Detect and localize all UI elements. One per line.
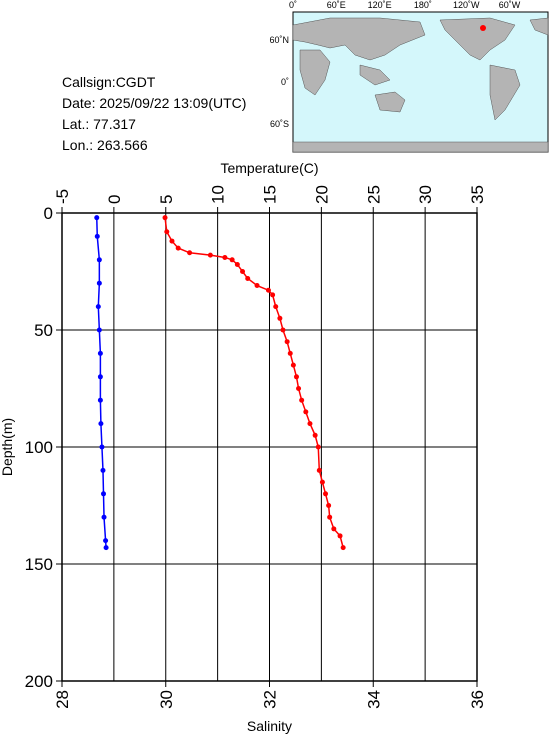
x2-axis-label: Temperature(C): [220, 160, 318, 176]
profile-point: [100, 467, 106, 473]
map-land: [292, 17, 549, 153]
profile-point: [99, 444, 105, 450]
profile-point: [296, 386, 302, 391]
profile-point: [303, 409, 309, 415]
y-tick-label: 50: [34, 321, 53, 340]
profile-point: [240, 269, 246, 274]
profile-point: [101, 491, 106, 497]
y-axis-label: Depth(m): [0, 418, 15, 476]
profile-point: [327, 514, 333, 520]
map-lon-label: 60˚W: [499, 0, 521, 10]
x2-tick-label: 35: [468, 185, 487, 204]
profile-point: [273, 304, 279, 310]
profile-point: [316, 467, 322, 473]
profile-point: [94, 233, 100, 239]
map-lon-label: 0˚: [289, 0, 297, 10]
profile-point: [94, 215, 100, 221]
profile-point: [265, 287, 271, 293]
x-axis-label: Salinity: [247, 718, 292, 734]
profile-point: [96, 280, 102, 286]
date: Date: 2025/09/22 13:09(UTC): [62, 95, 246, 111]
station-marker: [480, 25, 486, 31]
profile-point: [103, 545, 109, 551]
profile-point: [299, 397, 305, 403]
map-labels: 0˚ 60˚E 120˚E 180˚ 120˚W 60˚W 60˚N 0˚ 60˚S: [269, 0, 520, 129]
profile-point: [97, 374, 103, 380]
profile-point: [331, 526, 337, 532]
profile-point: [96, 327, 102, 333]
profile-point: [284, 339, 290, 345]
profile-point: [97, 350, 103, 356]
profile-point: [340, 545, 346, 551]
y-tick-label: 200: [25, 672, 53, 691]
profile-point: [234, 261, 240, 267]
profile-point: [95, 304, 101, 310]
profile-point: [287, 350, 293, 356]
profile-point: [270, 292, 276, 298]
longitude: Lon.: 263.566: [62, 137, 148, 153]
profile-point: [207, 252, 213, 258]
profile-point: [98, 421, 104, 427]
map-lon-label: 180˚: [414, 0, 432, 10]
profile-point: [337, 533, 343, 539]
profile-point: [326, 503, 332, 508]
profile-point: [277, 315, 283, 321]
profile-point: [245, 276, 251, 282]
profile-point: [97, 397, 103, 403]
x2-tick-label: 0: [105, 195, 124, 204]
map: 0˚ 60˚E 120˚E 180˚ 120˚W 60˚W 60˚N 0˚ 60˚S: [269, 0, 549, 153]
x-tick-label: 32: [261, 690, 280, 709]
x2-tick-label: 30: [416, 185, 435, 204]
callsign: Callsign:CGDT: [62, 74, 156, 90]
map-lon-label: 60˚E: [327, 0, 346, 10]
x-tick-label: 34: [364, 690, 383, 709]
map-lat-label: 60˚N: [269, 35, 289, 45]
profile-point: [169, 238, 175, 244]
profile-point: [312, 432, 318, 438]
profile-point: [101, 514, 107, 520]
profile-point: [254, 283, 260, 289]
profile-line: [164, 217, 344, 548]
profile-point: [96, 257, 102, 263]
x2-tick-label: -5: [53, 189, 72, 204]
x2-tick-label: 10: [209, 185, 228, 204]
profile-point: [162, 215, 168, 221]
x2-tick-label: 5: [157, 195, 176, 204]
y-tick-label: 0: [44, 204, 53, 223]
profile-point: [315, 444, 321, 450]
profile-point: [187, 250, 193, 256]
profile-point: [293, 374, 299, 380]
map-lon-label: 120˚W: [453, 0, 480, 10]
profile-point: [175, 245, 181, 251]
map-lon-label: 120˚E: [368, 0, 392, 10]
profile-point: [290, 362, 296, 368]
map-lat-label: 0˚: [281, 77, 289, 87]
x-tick-label: 28: [53, 690, 72, 709]
x2-tick-label: 20: [312, 185, 331, 204]
profile-point: [229, 257, 235, 263]
x-tick-label: 36: [468, 690, 487, 709]
x2-tick-label: 25: [364, 185, 383, 204]
profile-point: [280, 327, 286, 333]
x2-tick-label: 15: [261, 185, 280, 204]
y-tick-label: 150: [25, 555, 53, 574]
profile-point: [307, 421, 313, 427]
x-tick-label: 30: [157, 690, 176, 709]
profile-point: [319, 479, 325, 485]
profile-point: [103, 538, 109, 544]
profile-point: [323, 491, 329, 497]
profile-point: [222, 254, 228, 260]
y-tick-label: 100: [25, 438, 53, 457]
map-lat-label: 60˚S: [270, 119, 289, 129]
latitude: Lat.: 77.317: [62, 116, 136, 132]
profile-line: [96, 217, 107, 548]
profile-point: [164, 229, 170, 235]
